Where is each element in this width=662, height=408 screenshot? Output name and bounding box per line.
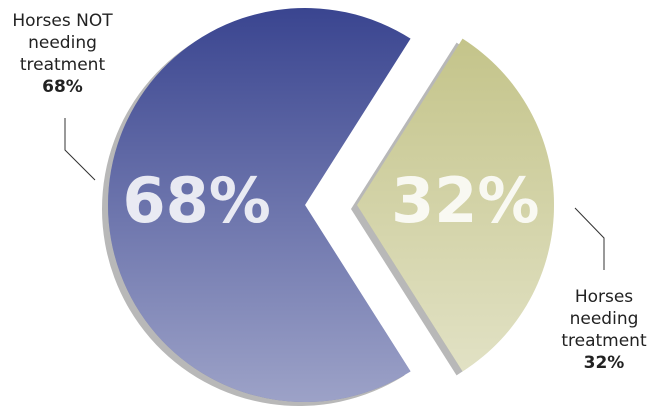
category-label: Horses needing treatment — [561, 287, 647, 351]
value-label: 32% — [583, 353, 625, 373]
slice-label: Horses NOT needing treatment 68% — [0, 10, 125, 98]
value-label: 68% — [42, 77, 83, 97]
category-label: Horses NOT needing treatment — [12, 11, 113, 75]
leader-line — [64, 118, 96, 181]
slice-shade — [357, 38, 554, 372]
slice-value-label: 32% — [391, 164, 539, 237]
slice-shade — [108, 8, 411, 402]
slice-label: Horses needing treatment 32% — [548, 286, 660, 374]
leader-line — [574, 207, 605, 270]
slice-value-label: 68% — [122, 164, 270, 237]
